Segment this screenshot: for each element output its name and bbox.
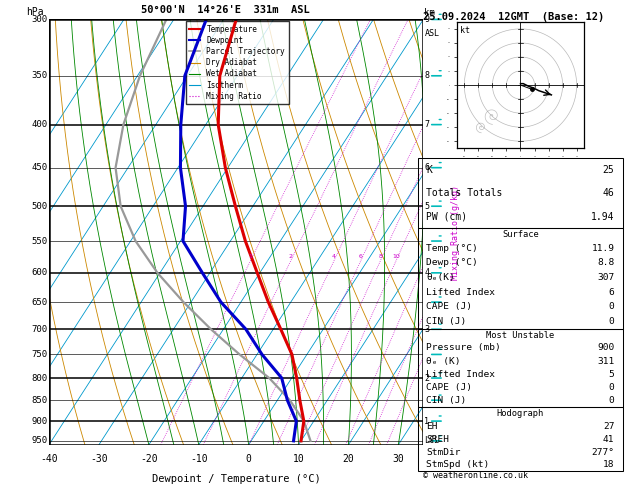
Text: 300: 300: [31, 15, 47, 24]
Text: CIN (J): CIN (J): [426, 396, 467, 405]
Text: 350: 350: [31, 71, 47, 80]
Text: 850: 850: [31, 396, 47, 405]
Text: hPa: hPa: [26, 7, 44, 17]
Text: 20: 20: [343, 454, 354, 464]
Text: 307: 307: [598, 273, 615, 282]
Text: EH: EH: [426, 422, 438, 431]
Bar: [418, 329, 623, 407]
Text: 1: 1: [425, 417, 430, 426]
Text: 600: 600: [31, 268, 47, 278]
Text: 30: 30: [392, 454, 404, 464]
Text: SREH: SREH: [426, 434, 450, 444]
Text: 900: 900: [598, 344, 615, 352]
Text: 25: 25: [603, 165, 615, 174]
Text: Dewpoint / Temperature (°C): Dewpoint / Temperature (°C): [152, 473, 321, 484]
Text: Hodograph: Hodograph: [497, 409, 544, 418]
Text: 0: 0: [609, 317, 615, 326]
Text: 800: 800: [31, 374, 47, 382]
Text: 6: 6: [425, 163, 430, 172]
Text: km: km: [425, 8, 435, 17]
Text: 277°: 277°: [591, 448, 615, 456]
Text: Lifted Index: Lifted Index: [426, 288, 496, 297]
Text: K: K: [426, 165, 432, 174]
Text: 0: 0: [609, 383, 615, 392]
Text: 2: 2: [425, 374, 430, 382]
Text: kt: kt: [460, 26, 470, 35]
Text: 25.09.2024  12GMT  (Base: 12): 25.09.2024 12GMT (Base: 12): [423, 12, 604, 22]
Text: 7: 7: [425, 120, 430, 129]
Text: 5: 5: [425, 202, 430, 211]
Text: 0: 0: [609, 396, 615, 405]
Text: 5: 5: [609, 370, 615, 379]
Text: 500: 500: [31, 202, 47, 211]
Text: 950: 950: [31, 436, 47, 445]
Text: 15: 15: [421, 254, 430, 259]
Text: 27: 27: [603, 422, 615, 431]
Text: 11.9: 11.9: [591, 244, 615, 253]
Text: -10: -10: [190, 454, 208, 464]
Text: ASL: ASL: [425, 29, 440, 38]
Text: CAPE (J): CAPE (J): [426, 383, 472, 392]
Text: 700: 700: [31, 325, 47, 334]
Text: 550: 550: [31, 237, 47, 245]
Text: Totals Totals: Totals Totals: [426, 188, 503, 198]
Text: 450: 450: [31, 163, 47, 172]
Text: 8: 8: [425, 71, 430, 80]
Text: 8: 8: [379, 254, 382, 259]
Text: 650: 650: [31, 297, 47, 307]
Text: Pressure (mb): Pressure (mb): [426, 344, 501, 352]
Text: 4: 4: [425, 268, 430, 278]
Text: StmDir: StmDir: [426, 448, 461, 456]
Text: 50°00'N  14°26'E  331m  ASL: 50°00'N 14°26'E 331m ASL: [141, 5, 309, 15]
Text: -40: -40: [40, 454, 58, 464]
Text: 10: 10: [392, 254, 400, 259]
Bar: [418, 158, 623, 228]
Text: θₑ(K): θₑ(K): [426, 273, 455, 282]
Text: 6: 6: [609, 288, 615, 297]
Text: 8.8: 8.8: [598, 259, 615, 267]
Text: 18: 18: [603, 460, 615, 469]
Text: 900: 900: [31, 417, 47, 426]
Text: CAPE (J): CAPE (J): [426, 302, 472, 312]
Text: © weatheronline.co.uk: © weatheronline.co.uk: [423, 471, 528, 480]
Text: 2: 2: [289, 254, 293, 259]
Text: 1: 1: [248, 254, 253, 259]
Text: PW (cm): PW (cm): [426, 212, 467, 222]
Text: 10: 10: [292, 454, 304, 464]
Legend: Temperature, Dewpoint, Parcel Trajectory, Dry Adiabat, Wet Adiabat, Isotherm, Mi: Temperature, Dewpoint, Parcel Trajectory…: [186, 21, 289, 104]
Text: 46: 46: [603, 188, 615, 198]
Text: -20: -20: [140, 454, 158, 464]
Text: 0: 0: [246, 454, 252, 464]
Text: 1.94: 1.94: [591, 212, 615, 222]
Text: CIN (J): CIN (J): [426, 317, 467, 326]
Text: 41: 41: [603, 434, 615, 444]
Text: StmSpd (kt): StmSpd (kt): [426, 460, 490, 469]
Text: 6: 6: [359, 254, 363, 259]
Text: 311: 311: [598, 357, 615, 365]
Text: 0: 0: [609, 302, 615, 312]
Text: Surface: Surface: [502, 230, 539, 239]
Bar: [418, 407, 623, 471]
Text: 9: 9: [425, 15, 430, 24]
Text: Dewp (°C): Dewp (°C): [426, 259, 478, 267]
Text: 750: 750: [31, 350, 47, 359]
Text: 4: 4: [332, 254, 336, 259]
Text: Lifted Index: Lifted Index: [426, 370, 496, 379]
Text: 3: 3: [425, 325, 430, 334]
Text: Mixing Ratio (g/kg): Mixing Ratio (g/kg): [450, 185, 460, 279]
Text: θₑ (K): θₑ (K): [426, 357, 461, 365]
Text: Temp (°C): Temp (°C): [426, 244, 478, 253]
Text: 400: 400: [31, 120, 47, 129]
Text: -30: -30: [90, 454, 108, 464]
Bar: [418, 228, 623, 329]
Text: LCL: LCL: [425, 436, 440, 445]
Text: Most Unstable: Most Unstable: [486, 330, 555, 340]
